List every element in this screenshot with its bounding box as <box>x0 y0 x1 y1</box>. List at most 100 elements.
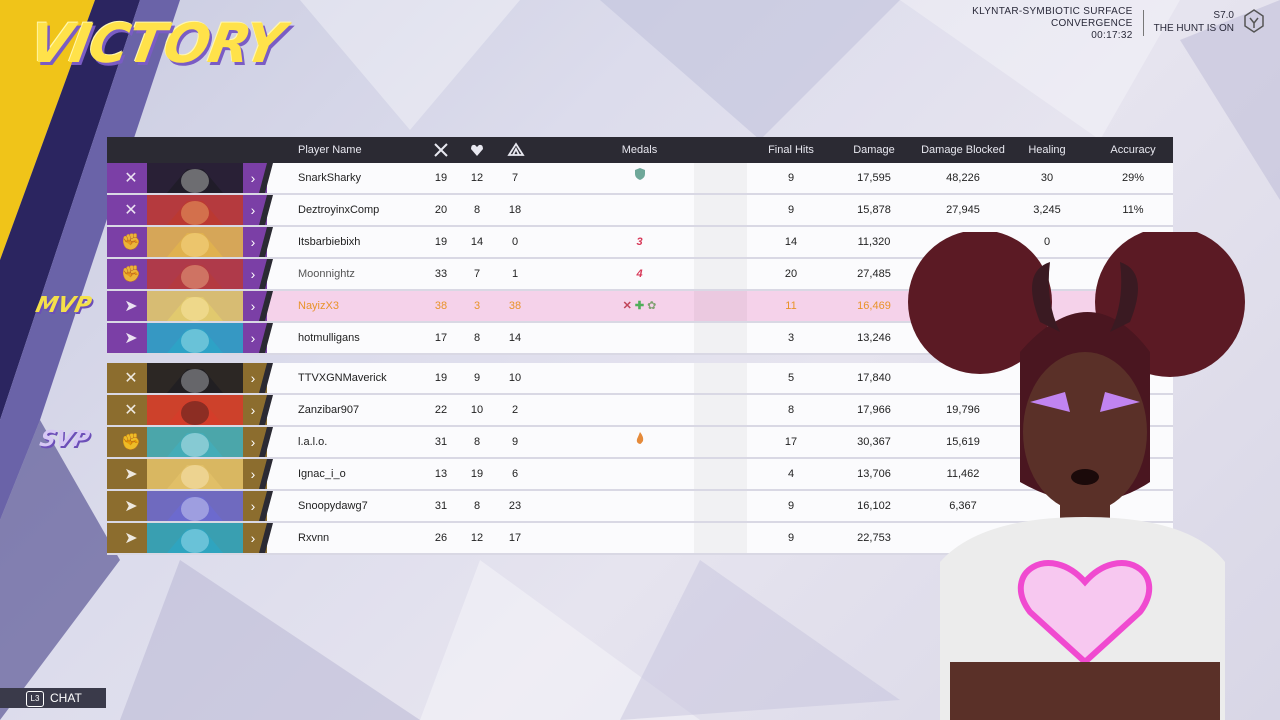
column-stripe <box>694 395 747 425</box>
scoreboard-header: Player Name Medals Final Hits Damage Dam… <box>107 137 1173 163</box>
kills-value: 22 <box>434 404 448 416</box>
player-name[interactable]: SnarkSharky <box>298 172 361 184</box>
damage-value: 13,246 <box>857 332 891 344</box>
role-icon: ➤ <box>124 466 138 483</box>
kills-value: 38 <box>434 300 448 312</box>
damage-value: 30,367 <box>857 436 891 448</box>
player-name[interactable]: Moonnightz <box>298 268 355 280</box>
player-row[interactable]: ✊ › l.a.l.o. 31 8 9 17 30,367 15,619 <box>107 427 1173 459</box>
player-name[interactable]: l.a.l.o. <box>298 436 328 448</box>
portrait-divider <box>259 291 273 321</box>
role-icon: ➤ <box>124 530 138 547</box>
hero-portrait[interactable]: ➤ › <box>107 323 267 353</box>
chevron-right-icon: › <box>250 202 256 218</box>
role-icon: ✕ <box>124 202 138 219</box>
streamer-avatar <box>908 232 1245 720</box>
chat-button[interactable]: L3 CHAT <box>0 688 106 708</box>
final-hits-value: 3 <box>787 332 795 344</box>
header-player-name: Player Name <box>298 144 362 156</box>
hero-portrait[interactable]: ✊ › <box>107 427 267 457</box>
hero-portrait[interactable]: ➤ › <box>107 291 267 321</box>
kills-value: 20 <box>434 204 448 216</box>
damage-value: 13,706 <box>857 468 891 480</box>
hero-portrait[interactable]: ✕ › <box>107 195 267 225</box>
player-name[interactable]: Itsbarbiebixh <box>298 236 361 248</box>
hero-portrait[interactable]: ➤ › <box>107 523 267 553</box>
player-name[interactable]: Zanzibar907 <box>298 404 360 416</box>
flame-medal-icon <box>636 432 643 444</box>
column-stripe <box>694 163 747 193</box>
column-stripe <box>694 291 747 321</box>
season-emblem-icon <box>1244 9 1264 33</box>
medals-cell: 3 <box>587 227 692 257</box>
role-icon: ✊ <box>121 234 141 251</box>
chevron-right-icon: › <box>250 170 256 186</box>
hero-face <box>147 363 243 393</box>
portrait-divider <box>259 491 273 521</box>
assists-value: 38 <box>508 300 522 312</box>
hero-portrait[interactable]: ✕ › <box>107 395 267 425</box>
player-row[interactable]: ✕ › DeztroyinxComp 20 8 18 9 15,878 27,9… <box>107 195 1173 227</box>
info-divider <box>1142 10 1144 36</box>
role-icon: ✕ <box>124 370 138 387</box>
damage-blocked-value: 15,619 <box>946 436 980 448</box>
player-name[interactable]: hotmulligans <box>298 332 360 344</box>
kills-value: 19 <box>434 236 448 248</box>
kills-medal-icon: ✕ <box>622 300 632 312</box>
portrait-divider <box>259 363 273 393</box>
kills-value: 31 <box>434 500 448 512</box>
hero-face <box>147 427 243 457</box>
player-name[interactable]: NayizX3 <box>298 300 339 312</box>
column-stripe <box>694 195 747 225</box>
chevron-right-icon: › <box>250 434 256 450</box>
medals-cell: ✕ ✚ ✿ <box>587 291 692 321</box>
deaths-value: 7 <box>473 268 481 280</box>
deaths-value: 14 <box>470 236 484 248</box>
damage-value: 17,966 <box>857 404 891 416</box>
player-row[interactable]: ✕ › SnarkSharky 19 12 7 9 17,595 48,226 … <box>107 163 1173 195</box>
hero-portrait[interactable]: ✊ › <box>107 259 267 289</box>
header-accuracy: Accuracy <box>1110 144 1156 156</box>
chevron-right-icon: › <box>250 402 256 418</box>
player-name[interactable]: Snoopydawg7 <box>298 500 368 512</box>
player-name[interactable]: DeztroyinxComp <box>298 204 380 216</box>
assists-value: 14 <box>508 332 522 344</box>
chevron-right-icon: › <box>250 370 256 386</box>
medals-cell <box>587 427 692 457</box>
player-name[interactable]: Ignac_i_o <box>298 468 346 480</box>
player-row[interactable]: ✕ › Zanzibar907 22 10 2 8 17,966 19,796 <box>107 395 1173 427</box>
hero-portrait[interactable]: ➤ › <box>107 491 267 521</box>
damage-blocked-value: 11,462 <box>946 468 980 480</box>
match-time: 00:17:32 <box>1091 30 1133 41</box>
hero-portrait[interactable]: ➤ › <box>107 459 267 489</box>
header-damage-blocked: Damage Blocked <box>921 144 1005 156</box>
damage-blocked-value: 19,796 <box>946 404 980 416</box>
role-icon: ✕ <box>124 170 138 187</box>
healing-value: 0 <box>1043 236 1051 248</box>
chevron-right-icon: › <box>250 330 256 346</box>
player-name[interactable]: TTVXGNMaverick <box>298 372 387 384</box>
assists-value: 2 <box>511 404 519 416</box>
header-damage: Damage <box>853 144 895 156</box>
hero-portrait[interactable]: ✕ › <box>107 163 267 193</box>
hero-portrait[interactable]: ✊ › <box>107 227 267 257</box>
column-stripe <box>694 459 747 489</box>
role-icon: ✕ <box>124 402 138 419</box>
hero-face <box>147 395 243 425</box>
chat-label: CHAT <box>50 691 82 705</box>
portrait-divider <box>259 195 273 225</box>
chevron-right-icon: › <box>250 234 256 250</box>
assists-value: 18 <box>508 204 522 216</box>
hero-portrait[interactable]: ✕ › <box>107 363 267 393</box>
season-info: S7.0 THE HUNT IS ON <box>1154 6 1234 35</box>
header-healing: Healing <box>1028 144 1066 156</box>
role-icon: ✊ <box>121 434 141 451</box>
accuracy-value: 29% <box>1121 172 1145 184</box>
player-row[interactable]: ➤ › Ignac_i_o 13 19 6 4 13,706 11,462 <box>107 459 1173 491</box>
healing-value: 3,245 <box>1033 204 1061 216</box>
player-name[interactable]: Rxvnn <box>298 532 330 544</box>
chevron-right-icon: › <box>250 498 256 514</box>
player-row[interactable]: ➤ › Snoopydawg7 31 8 23 9 16,102 6,367 <box>107 491 1173 523</box>
assists-value: 0 <box>511 236 519 248</box>
hero-face <box>147 195 243 225</box>
